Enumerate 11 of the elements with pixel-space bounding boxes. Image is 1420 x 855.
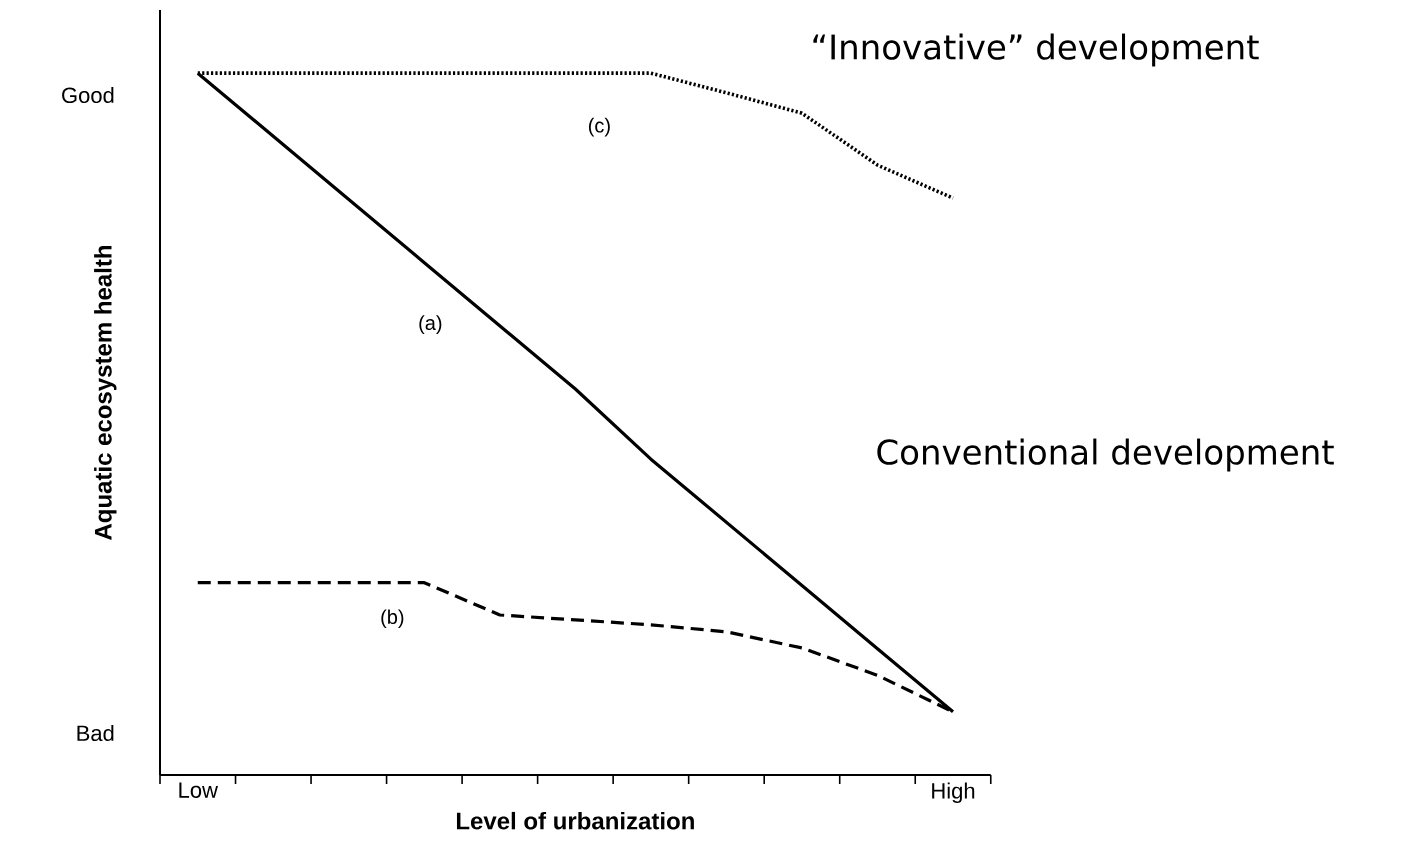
x-tick-label: High — [932, 782, 975, 804]
text: (c) — [588, 117, 610, 137]
annotation: Conventional development — [877, 438, 1334, 472]
x-tick-label: Low — [179, 782, 218, 798]
series-label: (a) — [419, 315, 442, 334]
x-axis-title: Level of urbanization — [456, 811, 694, 830]
text: Good — [62, 86, 114, 104]
text: “Innovative” development — [813, 33, 1259, 67]
y-axis-title: Aquatic ecosystem health — [94, 245, 117, 540]
series-label: (b) — [381, 609, 404, 629]
text: Bad — [77, 724, 114, 742]
